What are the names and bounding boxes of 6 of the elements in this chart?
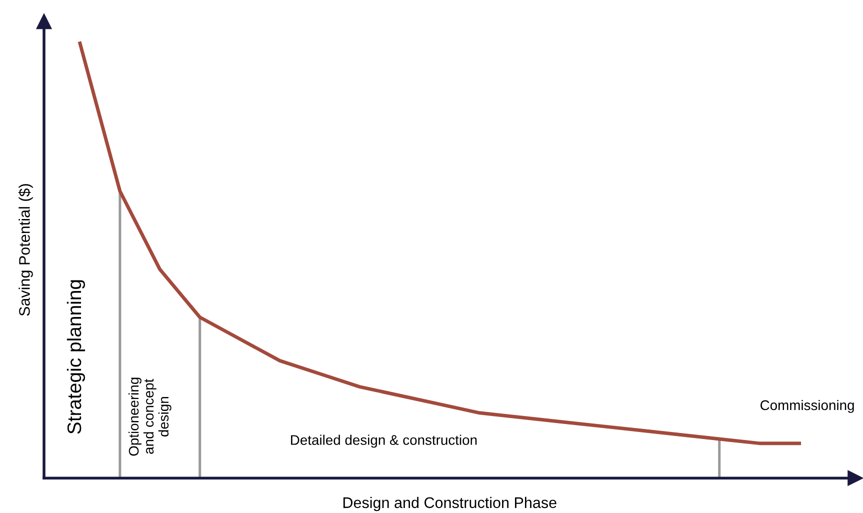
annotation: Detailed design & construction [291, 434, 477, 448]
annotation: Strategic planning [66, 280, 86, 434]
x-axis-title: Design and Construction Phase [343, 496, 556, 512]
annotation: Commissioning [760, 400, 854, 413]
annotation: Optioneering and concept design [128, 378, 172, 456]
y-axis-title: Saving Potential ($) [18, 184, 33, 316]
